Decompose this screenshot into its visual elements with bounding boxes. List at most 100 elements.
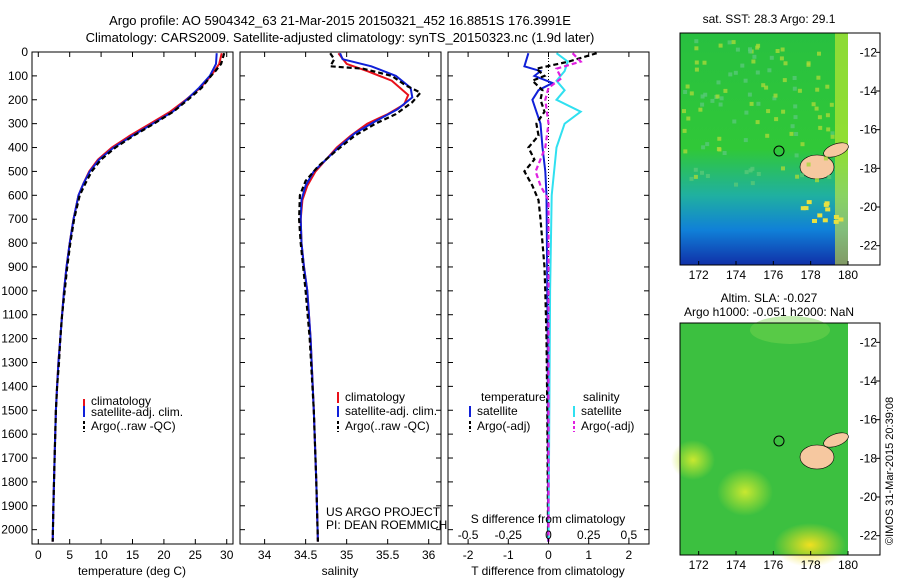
y-tick-label: 1800	[1, 475, 28, 489]
legend-label: satellite-adj. clim.	[91, 405, 183, 419]
map-x-tick-label: 180	[838, 558, 858, 572]
x-tick-label: 15	[126, 548, 140, 562]
sst-pixel	[740, 63, 745, 68]
sla-high-center	[717, 468, 773, 516]
sst-pixel	[800, 142, 805, 147]
sst-pixel	[705, 174, 710, 178]
sst-pixel	[761, 83, 766, 88]
sst-pixel	[700, 170, 704, 175]
sst-pixel	[794, 153, 799, 158]
sst-pixel	[800, 206, 806, 211]
sla-map-subtitle: Argo h1000: -0.051 h2000: NaN	[684, 305, 854, 319]
salinity-panel: 34 34.5 35 35.5 36 salinity climatology sate…	[239, 51, 447, 578]
sst-pixel	[744, 110, 749, 115]
sst-pixel	[717, 136, 722, 141]
sst-pixel	[718, 43, 723, 48]
map-y-tick-label: -14	[860, 84, 878, 98]
y-tick-label: 1200	[1, 332, 28, 346]
figure-title-line1: Argo profile: AO 5904342_63 21-Mar-2015 …	[109, 13, 571, 28]
sst-pixel	[815, 178, 819, 183]
sst-pixel	[773, 93, 778, 98]
sst-pixel	[825, 207, 831, 212]
s-tick-label: -0.5	[458, 528, 479, 542]
map-x-tick-label: 178	[801, 268, 821, 282]
sst-pixel	[817, 213, 823, 218]
sst-pixel	[716, 80, 721, 85]
sst-pixel	[718, 102, 723, 107]
map-y-tick-label: -16	[860, 123, 878, 137]
sla-high-west	[671, 440, 715, 480]
x-tick-label: 0	[35, 548, 42, 562]
sst-pixel	[795, 174, 800, 179]
sst-map: sat. SST: 28.3 Argo: 29.1 172 174 176 178 18…	[679, 12, 881, 282]
salinity-plot-frame	[239, 51, 442, 545]
sst-pixel	[790, 124, 795, 129]
series-line-argo-adj--salinity	[534, 52, 583, 542]
sst-pixel	[735, 47, 740, 52]
map-y-tick-label: -12	[860, 335, 878, 349]
sst-pixel	[789, 131, 794, 136]
sst-pixel	[792, 76, 797, 80]
sst-pixel	[689, 91, 694, 96]
sst-pixel	[822, 218, 828, 223]
y-tick-label: 300	[8, 117, 28, 131]
map-y-tick-label: -18	[860, 451, 878, 465]
sst-pixel	[752, 54, 757, 59]
y-tick-label: 800	[8, 236, 28, 250]
sst-pixel	[827, 175, 832, 179]
sst-pixel	[774, 117, 779, 122]
sst-pixel	[755, 70, 760, 75]
island-vanua-levu	[823, 142, 849, 158]
sst-pixel	[715, 94, 720, 99]
x-tick-label: 34	[258, 548, 272, 562]
sla-map: Altim. SLA: -0.027 Argo h1000: -0.051 h2…	[671, 291, 881, 572]
legend-label: Argo(..raw -QC)	[345, 419, 430, 433]
legend-heading-salinity: salinity	[583, 390, 620, 404]
s-tick-label: -0.25	[495, 528, 523, 542]
sla-field	[680, 323, 848, 555]
sst-pixel	[838, 217, 844, 222]
sst-pixel	[748, 49, 753, 54]
sla-map-frame	[679, 322, 881, 556]
sst-pixel	[733, 70, 738, 75]
y-tick-label: 500	[8, 164, 28, 178]
sst-pixel	[823, 202, 829, 207]
sst-pixel	[803, 206, 809, 211]
x-tick-label: 30	[220, 548, 234, 562]
sst-pixel	[682, 109, 686, 114]
sst-pixel	[743, 78, 748, 83]
sla-map-title: Altim. SLA: -0.027	[721, 291, 818, 305]
sst-pixel	[825, 84, 830, 89]
map-y-tick-label: -12	[860, 45, 878, 59]
sst-pixel	[689, 176, 694, 181]
sst-pixel	[705, 142, 710, 147]
figure-title-line2: Climatology: CARS2009. Satellite-adjuste…	[85, 30, 595, 45]
sst-pixel	[811, 102, 816, 107]
x-tick-label: 35	[340, 548, 354, 562]
map-y-tick-label: -22	[860, 239, 878, 253]
sst-field	[680, 33, 848, 265]
map-x-tick-label: 176	[763, 268, 783, 282]
legend-label: satellite	[477, 404, 518, 418]
salinity-x-label: salinity	[322, 564, 359, 578]
sst-pixel	[812, 219, 817, 223]
y-tick-label: 1700	[1, 451, 28, 465]
argo-location-marker	[773, 145, 785, 157]
project-annotation: US ARGO PROJECT	[326, 505, 441, 519]
sst-pixel	[683, 90, 688, 94]
sst-pixel	[797, 88, 802, 93]
sst-pixel	[683, 149, 688, 154]
x-tick-label: 35.5	[376, 548, 400, 562]
map-y-tick-label: -20	[860, 200, 878, 214]
legend-label: satellite-adj. clim.	[345, 404, 437, 418]
sst-pixel	[792, 86, 797, 91]
pi-annotation: PI: DEAN ROEMMICH	[326, 518, 447, 532]
map-y-tick-label: -20	[860, 490, 878, 504]
difference-legend: temperature satellite Argo(-adj) salinit…	[469, 390, 634, 433]
y-tick-label: 700	[8, 212, 28, 226]
sst-pixel	[710, 98, 715, 103]
sst-pixel	[723, 88, 728, 93]
sst-pixel	[814, 106, 819, 111]
sst-pixel	[694, 60, 699, 65]
